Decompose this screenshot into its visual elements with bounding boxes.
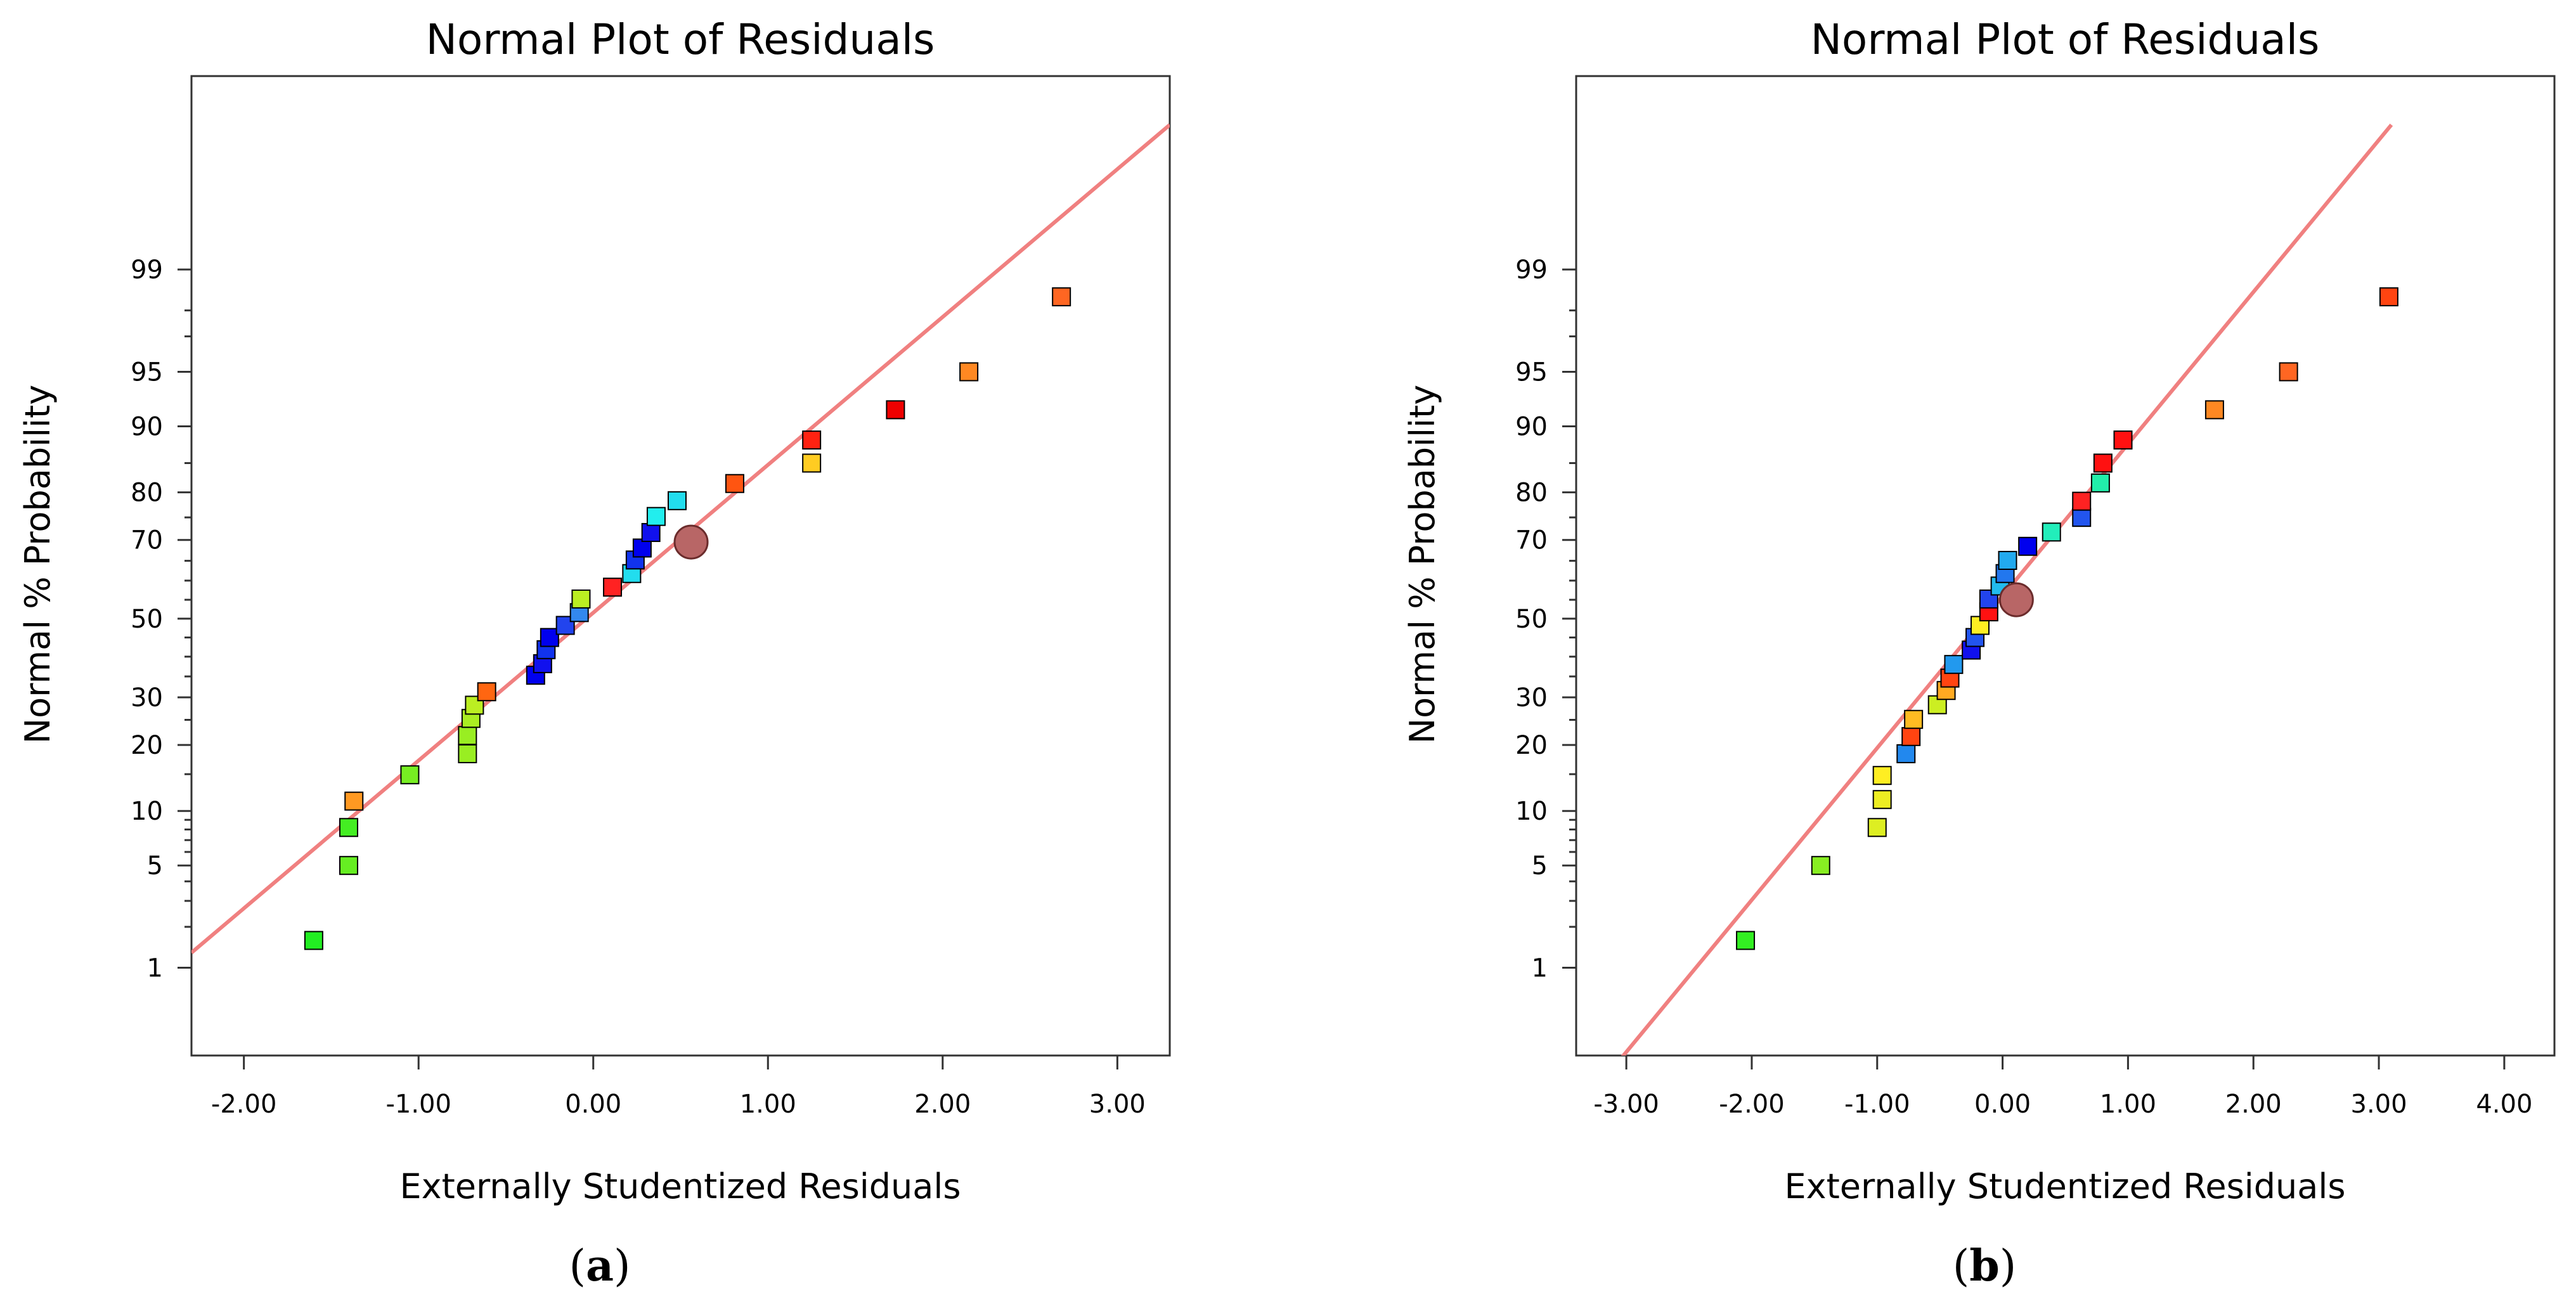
panel-b-ytick-label: 99 [1515, 255, 1548, 285]
panel-b-data-point [1944, 655, 1964, 675]
panel-b-data-point [1867, 818, 1887, 837]
panel-b-data-point [2018, 536, 2038, 556]
panel-b-data-point [1896, 744, 1916, 763]
panel-b-ytick-label: 30 [1515, 683, 1548, 713]
panel-a-title: Normal Plot of Residuals [426, 15, 935, 64]
panel-a-data-point [646, 507, 666, 526]
panel-a-xtick-label: -1.00 [385, 1090, 451, 1119]
panel-a-data-point [886, 400, 905, 420]
panel-a-ytick-label: 95 [131, 358, 163, 387]
panel-b-ytick-label: 10 [1515, 797, 1548, 826]
panel-a-ytick-label: 80 [131, 479, 163, 508]
panel-a-plot-frame [190, 75, 1171, 1057]
panel-b-data-point [1811, 856, 1830, 875]
panel-b-ylabel: Normal % Probability [1402, 385, 1442, 744]
panel-a-ytick-label: 5 [147, 851, 163, 881]
panel-b-xlabel: Externally Studentized Residuals [1785, 1166, 2346, 1206]
panel-a-data-point [1052, 287, 1071, 307]
panel-a-ytick-label: 99 [131, 255, 163, 285]
panel-b-data-point [1872, 766, 1892, 785]
panel-b-data-point [1904, 709, 1924, 729]
panel-b-data-point [2072, 491, 2092, 511]
panel-b-data-point [2113, 430, 2133, 450]
panel-a-data-point [802, 453, 822, 473]
panel-b-ytick-label: 95 [1515, 358, 1548, 387]
panel-b-data-point [1970, 616, 1990, 635]
panel-a-data-point [400, 765, 420, 785]
panel-a-xtick-label: 2.00 [914, 1090, 971, 1119]
panel-a-xtick-label: 1.00 [740, 1090, 796, 1119]
panel-a-ytick-label: 70 [131, 526, 163, 555]
panel-a-ytick-label: 1 [147, 954, 163, 983]
panel-a-data-point [959, 362, 979, 382]
panel-a-xtick-label: 0.00 [565, 1090, 621, 1119]
panel-a-data-point [725, 474, 744, 493]
panel-a-xlabel: Externally Studentized Residuals [400, 1166, 961, 1206]
panel-b-data-point [2093, 453, 2113, 473]
panel-b-ytick-label: 5 [1532, 851, 1548, 881]
panel-b-xtick-label: -1.00 [1844, 1090, 1910, 1119]
panel-a-data-point [458, 726, 477, 746]
panel-b-xtick-label: -2.00 [1719, 1090, 1785, 1119]
panel-b-data-point [2279, 362, 2298, 382]
panel-b-data-point [2072, 508, 2092, 527]
panel-b-data-point [1998, 550, 2017, 570]
panel-b-caption: (b) [1953, 1241, 2017, 1291]
panel-b-data-point [2042, 522, 2061, 542]
panel-b-ytick-label: 20 [1515, 731, 1548, 760]
panel-b-data-point [2090, 473, 2110, 493]
panel-a-data-point [540, 628, 559, 647]
panel-b-data-point [2204, 400, 2224, 420]
panel-a-data-point [339, 856, 358, 875]
panel-a-data-point [603, 578, 623, 597]
panel-a-data-point [304, 931, 323, 950]
panel-b-ytick-label: 50 [1515, 605, 1548, 634]
panel-b-xtick-label: 3.00 [2351, 1090, 2407, 1119]
panel-a-letter: a [586, 1241, 614, 1291]
panel-a-highlight-point [673, 524, 709, 560]
panel-b-xtick-label: 0.00 [1974, 1090, 2031, 1119]
panel-a-xtick-label: 3.00 [1089, 1090, 1146, 1119]
panel-b-data-point [1901, 727, 1921, 746]
panel-a-data-point [571, 589, 591, 609]
panel-a-data-point [458, 744, 477, 763]
panel-b-title: Normal Plot of Residuals [1811, 15, 2320, 64]
panel-a-ytick-label: 50 [131, 605, 163, 634]
panel-b-data-point [1736, 931, 1756, 950]
panel-a-data-point [802, 430, 822, 450]
panel-a-ytick-label: 90 [131, 412, 163, 441]
panel-b-highlight-point [1998, 582, 2034, 617]
panel-b-ytick-label: 1 [1532, 954, 1548, 983]
panel-b-ytick-label: 80 [1515, 479, 1548, 508]
panel-b-xtick-label: -3.00 [1593, 1090, 1659, 1119]
panel-b-letter: b [1969, 1241, 2000, 1291]
panel-a-ytick-label: 10 [131, 797, 163, 826]
panel-b-data-point [1872, 790, 1892, 810]
panel-b-xtick-label: 4.00 [2476, 1090, 2532, 1119]
panel-b-ytick-label: 70 [1515, 526, 1548, 555]
panel-a-xtick-label: -2.00 [211, 1090, 277, 1119]
panel-a-data-point [477, 682, 496, 702]
panel-a: Normal Plot of Residuals Externally Stud… [18, 15, 1171, 1291]
panel-a-caption: (a) [569, 1241, 630, 1291]
panel-a-ytick-label: 20 [131, 731, 163, 760]
panel-b-plot-frame [1575, 75, 2556, 1057]
panel-a-ylabel: Normal % Probability [18, 385, 58, 744]
panel-b-ytick-label: 90 [1515, 412, 1548, 441]
panel-a-data-point [641, 522, 661, 542]
panel-a-data-point [667, 491, 687, 510]
panel-b-xtick-label: 1.00 [2100, 1090, 2156, 1119]
panel-b: Normal Plot of Residuals Externally Stud… [1402, 15, 2556, 1291]
panel-a-data-point [339, 818, 358, 837]
panel-b-data-point [2379, 287, 2398, 307]
panel-b-xtick-label: 2.00 [2225, 1090, 2282, 1119]
panel-a-ytick-label: 30 [131, 683, 163, 713]
panel-a-data-point [344, 791, 364, 811]
